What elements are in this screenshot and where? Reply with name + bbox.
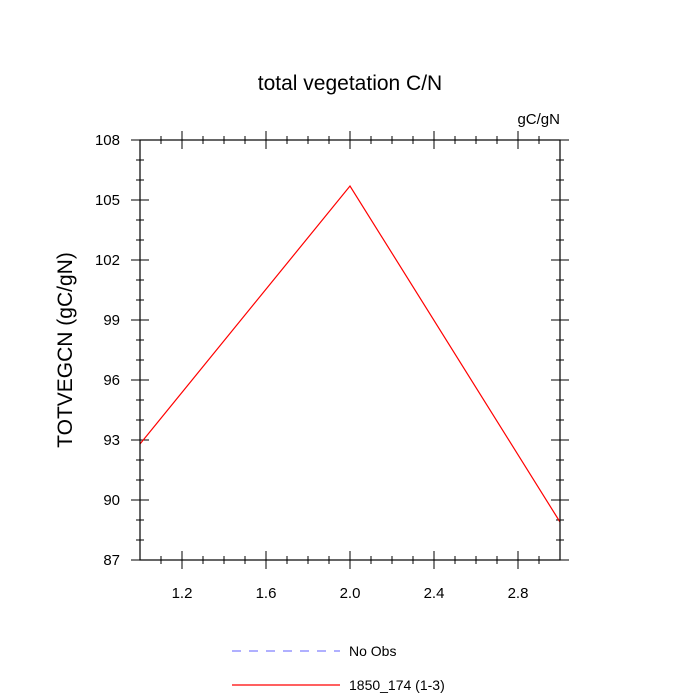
legend-label: No Obs (349, 643, 396, 659)
y-tick-label: 99 (103, 312, 120, 329)
units-label: gC/gN (517, 111, 560, 128)
legend: No Obs 1850_174 (1-3) (232, 643, 445, 693)
x-tick-label: 1.2 (172, 585, 193, 602)
axis-ticks (131, 131, 569, 569)
x-tick-label: 1.6 (256, 585, 277, 602)
series-layer (139, 184, 561, 523)
y-tick-label: 93 (103, 432, 120, 449)
y-tick-label: 102 (95, 252, 120, 269)
x-tick-label: 2.8 (508, 585, 529, 602)
x-tick-label: 2.4 (424, 585, 445, 602)
y-axis-label: TOTVEGCN (gC/gN) (54, 252, 77, 448)
y-tick-label: 87 (103, 552, 120, 569)
y-tick-label: 108 (95, 132, 120, 149)
y-tick-label: 96 (103, 372, 120, 389)
chart-title: total vegetation C/N (258, 72, 442, 95)
legend-label: 1850_174 (1-3) (349, 677, 445, 693)
y-tick-label: 90 (103, 492, 120, 509)
plot-frame (139, 139, 561, 561)
series-line (139, 184, 561, 523)
x-tick-label: 2.0 (340, 585, 361, 602)
tick-labels: 1.2 1.6 2.0 2.4 2.8 87 90 93 96 99 102 105 108 (95, 132, 528, 602)
y-tick-label: 105 (95, 192, 120, 209)
